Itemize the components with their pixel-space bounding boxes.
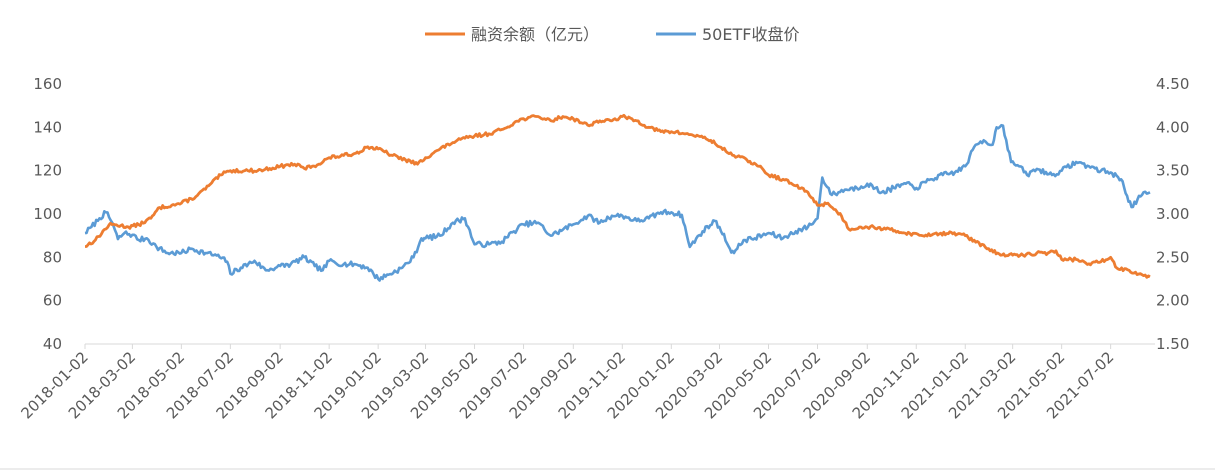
series-line-margin-balance	[85, 113, 1151, 279]
right-tick-label: 2.00	[1156, 292, 1189, 310]
left-tick-label: 100	[33, 205, 62, 223]
left-tick-label: 120	[33, 162, 62, 180]
chart-legend: 融资余额（亿元） 50ETF收盘价	[425, 25, 799, 44]
right-tick-label: 3.50	[1156, 162, 1189, 180]
left-tick-label: 140	[33, 118, 62, 136]
left-tick-label: 80	[43, 248, 62, 266]
right-tick-label: 4.50	[1156, 75, 1189, 93]
right-tick-label: 1.50	[1156, 335, 1189, 353]
series-layer	[84, 113, 1151, 282]
legend-label-50etf-close: 50ETF收盘价	[702, 25, 799, 44]
left-tick-label: 160	[33, 75, 62, 93]
right-tick-label: 2.50	[1156, 248, 1189, 266]
series-line-50etf-close	[84, 123, 1151, 282]
legend-label-margin-balance: 融资余额（亿元）	[471, 25, 599, 44]
left-tick-label: 60	[43, 292, 62, 310]
right-tick-label: 3.00	[1156, 205, 1189, 223]
right-tick-label: 4.00	[1156, 118, 1189, 136]
left-tick-label: 40	[43, 335, 62, 353]
x-axis: 2018-01-022018-03-022018-05-022018-07-02…	[17, 344, 1117, 422]
right-y-axis: 1.50 2.00 2.50 3.00 3.50 4.00 4.50	[1156, 75, 1189, 353]
left-y-axis: 40 60 80 100 120 140 160	[33, 75, 62, 353]
